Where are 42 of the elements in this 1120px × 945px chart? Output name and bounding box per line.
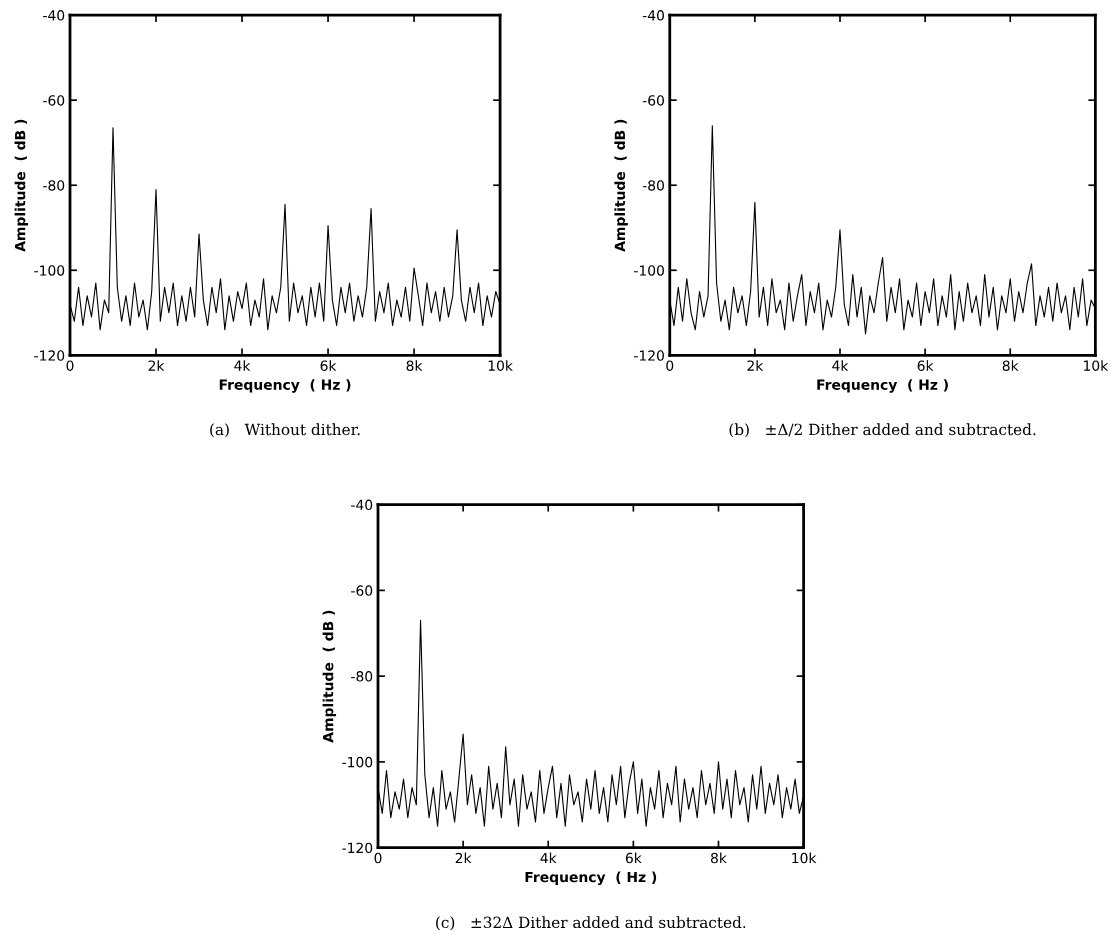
x-tick-label: 10k (1084, 360, 1109, 371)
y-tick-label: -120 (342, 842, 373, 854)
x-tick-label: 10k (488, 360, 513, 371)
x-tick-label: 8k (406, 360, 423, 371)
y-tick-label: -100 (34, 265, 65, 276)
x-tick-label: 0 (374, 852, 382, 864)
y-axis-title: Amplitude ( dB ) (14, 119, 29, 252)
text: (b) ±Δ/2 Dither added and subtracted. (729, 423, 1036, 438)
x-tick-label: 2k (455, 852, 472, 864)
y-tick-label: -40 (351, 499, 373, 511)
y-tick-label: -120 (634, 350, 664, 361)
x-tick-label: 2k (148, 360, 165, 371)
y-tick-label: -60 (642, 95, 664, 106)
y-tick-label: -80 (642, 180, 664, 191)
y-tick-label: -60 (351, 585, 373, 596)
x-tick-label: 10k (792, 852, 817, 864)
y-tick-label: -80 (351, 671, 373, 682)
x-tick-label: 8k (1002, 360, 1019, 371)
y-tick-label: -40 (642, 10, 664, 21)
y-tick-label: -80 (43, 180, 65, 191)
x-tick-label: 4k (234, 360, 251, 371)
x-axis-title: Frequency ( Hz ) (525, 871, 657, 886)
y-tick-label: -100 (342, 756, 373, 768)
x-tick-label: 6k (917, 360, 934, 371)
y-tick-label: -40 (43, 10, 65, 21)
x-tick-label: 0 (66, 360, 74, 371)
x-tick-label: 8k (710, 852, 727, 864)
text: (a) Without dither. (210, 423, 360, 438)
x-tick-label: 0 (666, 360, 674, 371)
x-tick-label: 6k (625, 852, 642, 864)
y-axis-title: Amplitude ( dB ) (322, 610, 337, 743)
x-axis-title: Frequency ( Hz ) (817, 379, 948, 393)
x-tick-label: 4k (832, 360, 849, 371)
x-axis-title: Frequency ( Hz ) (219, 379, 351, 393)
text: (c) ±32Δ Dither added and subtracted. (436, 916, 746, 931)
y-axis-title: Amplitude ( dB ) (614, 119, 628, 252)
y-tick-label: -120 (34, 350, 65, 361)
y-tick-label: -100 (634, 265, 664, 276)
x-tick-label: 2k (747, 360, 764, 371)
y-tick-label: -60 (43, 95, 65, 106)
x-tick-label: 4k (540, 852, 557, 864)
x-tick-label: 6k (320, 360, 337, 371)
